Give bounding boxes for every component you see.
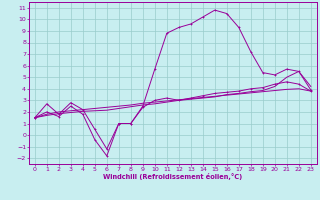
X-axis label: Windchill (Refroidissement éolien,°C): Windchill (Refroidissement éolien,°C) <box>103 173 243 180</box>
